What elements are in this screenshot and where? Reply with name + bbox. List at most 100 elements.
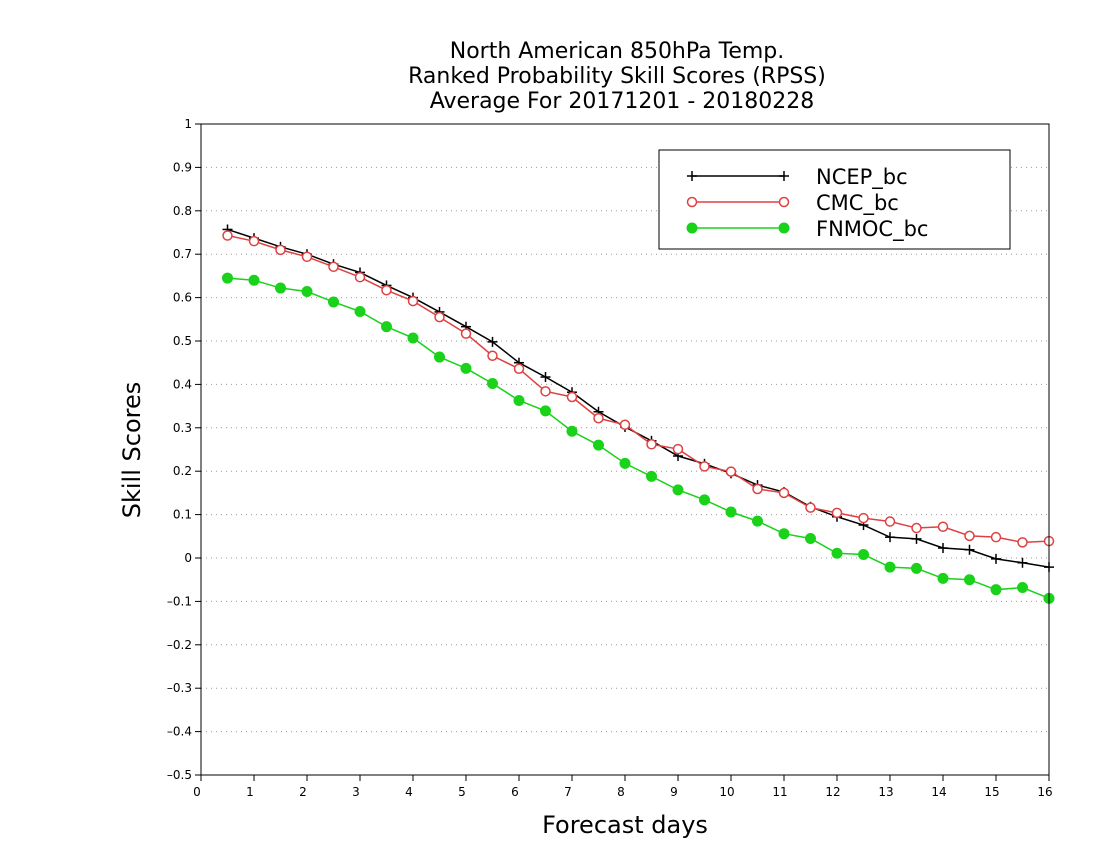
legend-marker-left [686,196,698,208]
series-cmc-bc [222,230,1055,548]
data-point-ncep-bc [964,544,975,555]
legend-entry-cmc-bc: CMC_bc [686,191,899,216]
legend-label-fnmoc-bc: FNMOC_bc [816,217,928,242]
data-point-ncep-bc [885,532,895,543]
data-point-fnmoc-bc [858,549,869,561]
data-point-ncep-bc [540,372,551,383]
x-tick-label: 10 [719,785,734,799]
y-tick-label: 0.1 [173,508,192,522]
x-axis-label: Forecast days [542,811,708,839]
data-point-cmc-bc [381,284,392,296]
x-tick-label: 12 [825,785,840,799]
data-point-fnmoc-bc [222,272,233,284]
data-point-cmc-bc [248,235,260,247]
data-point-fnmoc-bc [407,332,419,344]
chart-title-line-1: North American 850hPa Temp. [450,39,785,64]
x-tick-label: 0 [193,785,201,799]
data-point-fnmoc-bc [434,351,445,363]
data-point-cmc-bc [275,244,286,256]
data-point-fnmoc-bc [752,515,763,527]
data-point-cmc-bc [858,512,869,524]
x-axis-ticks: 0 1 2 3 4 5 6 7 8 9 10 11 12 13 14 15 16 [193,775,1053,799]
plot-frame [200,123,1050,776]
data-point-fnmoc-bc [248,274,260,286]
x-tick-label: 2 [299,785,307,799]
legend-marker-right [779,171,789,181]
x-tick-label: 5 [458,785,466,799]
series-line-fnmoc-bc [227,277,1050,600]
y-tick-label: 0.2 [173,464,192,478]
data-point-cmc-bc [937,521,949,533]
data-point-fnmoc-bc [513,394,525,406]
x-tick-label: 8 [617,785,625,799]
data-point-cmc-bc [672,443,684,455]
x-tick-label: 6 [511,785,519,799]
x-tick-label: 9 [670,785,678,799]
data-point-cmc-bc [540,386,551,397]
data-point-cmc-bc [778,487,790,499]
legend-marker-left [686,222,698,234]
data-point-cmc-bc [328,261,339,273]
y-tick-label: 0.4 [173,377,192,391]
data-point-cmc-bc [487,350,498,362]
y-tick-label: 0.7 [173,247,192,261]
chart-title-line-3: Average For 20171201 - 20180228 [430,89,815,114]
data-point-cmc-bc [805,502,816,513]
x-tick-label: 15 [984,785,999,799]
data-point-fnmoc-bc [911,562,922,574]
data-point-fnmoc-bc [646,470,657,482]
data-point-fnmoc-bc [381,321,392,333]
data-point-cmc-bc [964,530,975,542]
data-point-cmc-bc [725,466,737,477]
data-point-ncep-bc [938,543,948,554]
series-line-cmc-bc [227,234,1050,544]
y-axis-label: Skill Scores [118,382,146,519]
series-line-ncep-bc [227,228,1050,568]
data-point-cmc-bc [354,271,366,283]
data-point-cmc-bc [513,363,525,375]
series-fnmoc-bc [222,272,1055,604]
legend-label-ncep-bc: NCEP_bc [816,165,908,190]
series-ncep-bc [222,224,1054,573]
y-tick-label: 0.6 [173,291,192,305]
data-point-fnmoc-bc [593,439,604,451]
legend-label-cmc-bc: CMC_bc [816,191,899,216]
data-point-fnmoc-bc [778,528,790,540]
legend-box [658,149,1011,250]
data-point-cmc-bc [566,391,578,403]
data-point-fnmoc-bc [805,532,816,544]
x-tick-label: 7 [564,785,572,799]
y-tick-label: –0.2 [167,638,192,652]
data-point-fnmoc-bc [1017,582,1028,594]
legend-entry-fnmoc-bc: FNMOC_bc [686,217,928,242]
x-tick-label: 16 [1037,785,1052,799]
chart-title: North American 850hPa Temp. Ranked Proba… [408,39,826,114]
data-point-ncep-bc [1017,557,1028,568]
data-point-ncep-bc [487,336,498,347]
data-point-cmc-bc [301,251,313,263]
data-point-cmc-bc [407,295,419,307]
y-tick-label: –0.4 [167,725,192,739]
y-tick-label: –0.5 [167,768,192,782]
data-point-cmc-bc [646,439,657,450]
legend-marker-right [778,196,790,208]
legend-marker-left [687,171,697,181]
legend-marker-right [778,222,790,234]
data-point-fnmoc-bc [699,494,710,506]
data-point-cmc-bc [222,230,233,241]
data-point-fnmoc-bc [831,547,843,559]
data-point-fnmoc-bc [619,457,631,469]
data-point-fnmoc-bc [964,574,975,586]
data-point-fnmoc-bc [354,305,366,317]
data-point-fnmoc-bc [275,282,286,294]
data-point-fnmoc-bc [990,584,1002,596]
x-tick-label: 14 [931,785,946,799]
y-tick-label: 0.3 [173,421,192,435]
x-tick-label: 3 [352,785,360,799]
data-point-cmc-bc [831,507,843,519]
data-point-cmc-bc [699,461,710,472]
y-tick-label: –0.3 [167,681,192,695]
chart-title-line-2: Ranked Probability Skill Scores (RPSS) [408,64,826,89]
